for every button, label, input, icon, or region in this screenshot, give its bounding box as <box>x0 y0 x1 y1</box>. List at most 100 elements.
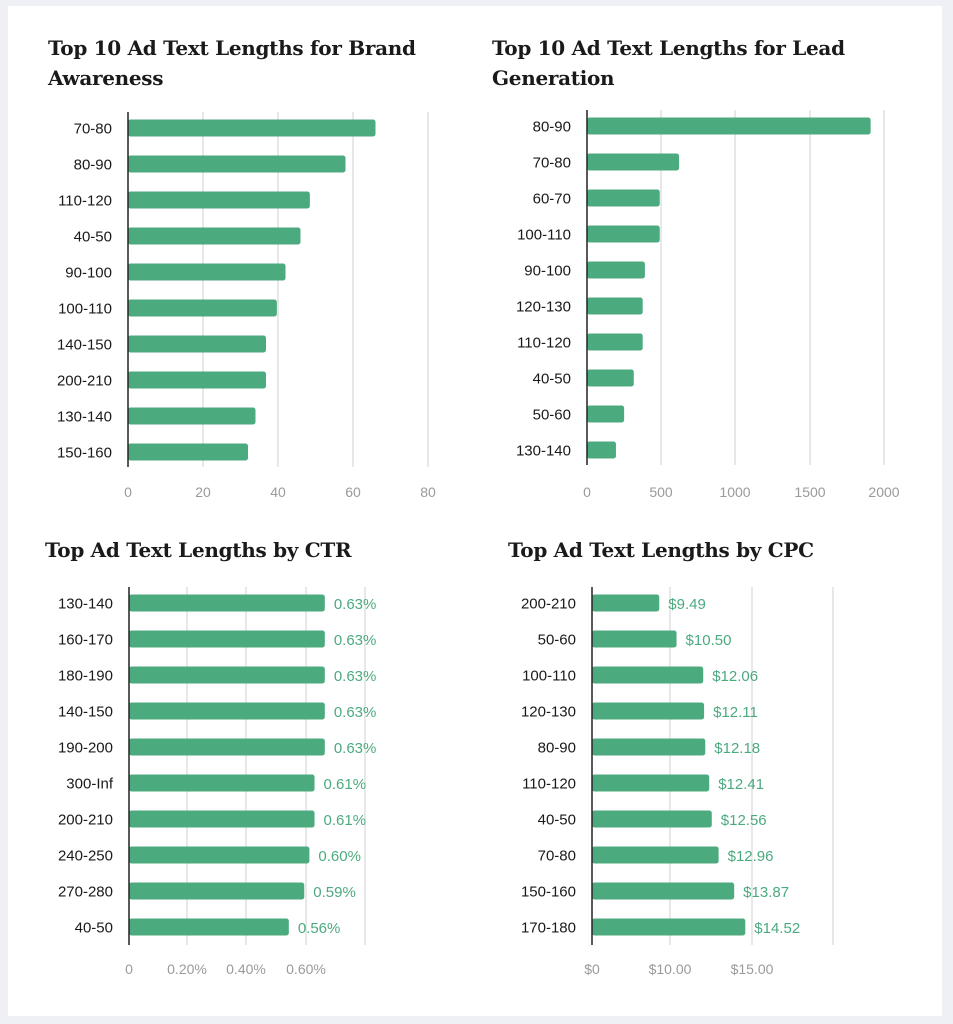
category-label: 160-170 <box>58 632 113 649</box>
bar-130-140 <box>128 407 256 425</box>
bar-110-120 <box>128 191 310 209</box>
data-label: $14.52 <box>754 920 800 937</box>
bar-120-130 <box>587 297 643 315</box>
x-tick-label: $0 <box>584 961 600 977</box>
data-label: 0.61% <box>324 812 367 829</box>
category-label: 100-110 <box>58 301 112 318</box>
data-label: 0.60% <box>318 848 361 865</box>
data-label: $13.87 <box>743 884 789 901</box>
category-label: 270-280 <box>58 884 113 901</box>
bar-140-150 <box>128 335 266 353</box>
data-label: 0.63% <box>334 740 377 757</box>
x-tick-label: 1500 <box>794 484 825 500</box>
category-label: 140-150 <box>58 704 113 721</box>
category-label: 300-Inf <box>66 776 114 793</box>
category-label: 140-150 <box>57 337 112 354</box>
category-label: 130-140 <box>57 409 112 426</box>
category-label: 240-250 <box>58 848 113 865</box>
bar-70-80 <box>587 153 680 171</box>
data-label: 0.56% <box>298 920 341 937</box>
bar-110-120 <box>587 333 643 351</box>
category-label: 100-110 <box>522 668 576 685</box>
category-label: 130-140 <box>516 443 571 460</box>
chart-title-lead-generation: Top 10 Ad Text Lengths for Lead Generati… <box>492 36 845 90</box>
x-tick-label: 40 <box>270 484 286 500</box>
x-tick-label: $10.00 <box>649 961 692 977</box>
bar-100-110 <box>128 299 277 317</box>
x-tick-label: 0 <box>583 484 591 500</box>
x-tick-label: $15.00 <box>731 961 774 977</box>
category-label: 200-210 <box>57 373 112 390</box>
data-label: $10.50 <box>686 632 732 649</box>
data-label: $9.49 <box>668 596 706 613</box>
bar-170-180 <box>592 918 746 936</box>
x-tick-label: 20 <box>195 484 211 500</box>
bar-80-90 <box>592 738 706 756</box>
bar-200-210 <box>592 594 660 612</box>
category-label: 50-60 <box>533 407 571 424</box>
bar-40-50 <box>592 810 712 828</box>
bar-50-60 <box>587 405 625 423</box>
category-label: 110-120 <box>58 193 112 210</box>
data-label: 0.59% <box>313 884 356 901</box>
category-label: 100-110 <box>517 227 571 244</box>
x-tick-label: 500 <box>649 484 673 500</box>
category-label: 110-120 <box>517 335 571 352</box>
bar-240-250 <box>129 846 310 864</box>
bar-110-120 <box>592 774 710 792</box>
bar-50-60 <box>592 630 677 648</box>
bar-300-Inf <box>129 774 315 792</box>
category-label: 60-70 <box>533 191 571 208</box>
category-label: 70-80 <box>538 848 576 865</box>
bar-120-130 <box>592 702 705 720</box>
chart-title-ctr: Top Ad Text Lengths by CTR <box>45 538 352 562</box>
data-label: 0.63% <box>334 704 377 721</box>
chart-title-brand-awareness: Top 10 Ad Text Lengths for Brand Awarene… <box>48 36 416 90</box>
bar-90-100 <box>128 263 286 281</box>
data-label: 0.63% <box>334 668 377 685</box>
x-tick-label: 0.60% <box>286 961 326 977</box>
data-label: $12.18 <box>714 740 760 757</box>
bar-140-150 <box>129 702 325 720</box>
bar-70-80 <box>592 846 719 864</box>
data-label: 0.63% <box>334 632 377 649</box>
bar-270-280 <box>129 882 305 900</box>
category-label: 170-180 <box>521 920 576 937</box>
data-label: $12.41 <box>718 776 764 793</box>
data-label: 0.63% <box>334 596 377 613</box>
x-tick-label: 60 <box>345 484 361 500</box>
bar-100-110 <box>592 666 704 684</box>
data-label: $12.96 <box>728 848 774 865</box>
category-label: 120-130 <box>521 704 576 721</box>
bar-100-110 <box>587 225 660 243</box>
x-tick-label: 0.40% <box>226 961 266 977</box>
data-label: $12.06 <box>712 668 758 685</box>
bar-40-50 <box>587 369 634 387</box>
category-label: 120-130 <box>516 299 571 316</box>
x-tick-label: 0 <box>125 961 133 977</box>
bar-60-70 <box>587 189 660 207</box>
category-label: 70-80 <box>74 121 112 138</box>
x-tick-label: 0.20% <box>167 961 207 977</box>
bar-80-90 <box>587 117 871 135</box>
x-tick-label: 80 <box>420 484 436 500</box>
category-label: 80-90 <box>538 740 576 757</box>
category-label: 80-90 <box>74 157 112 174</box>
category-label: 40-50 <box>75 920 113 937</box>
bar-90-100 <box>587 261 645 279</box>
category-label: 190-200 <box>58 740 113 757</box>
bar-130-140 <box>129 594 325 612</box>
category-label: 150-160 <box>57 445 112 462</box>
x-tick-label: 2000 <box>868 484 899 500</box>
category-label: 70-80 <box>533 155 571 172</box>
data-label: $12.11 <box>713 704 758 721</box>
x-tick-label: 0 <box>124 484 132 500</box>
category-label: 150-160 <box>521 884 576 901</box>
bar-130-140 <box>587 441 616 459</box>
bar-70-80 <box>128 119 376 137</box>
category-label: 50-60 <box>538 632 576 649</box>
x-tick-label: 1000 <box>719 484 750 500</box>
data-label: $12.56 <box>721 812 767 829</box>
category-label: 40-50 <box>533 371 571 388</box>
